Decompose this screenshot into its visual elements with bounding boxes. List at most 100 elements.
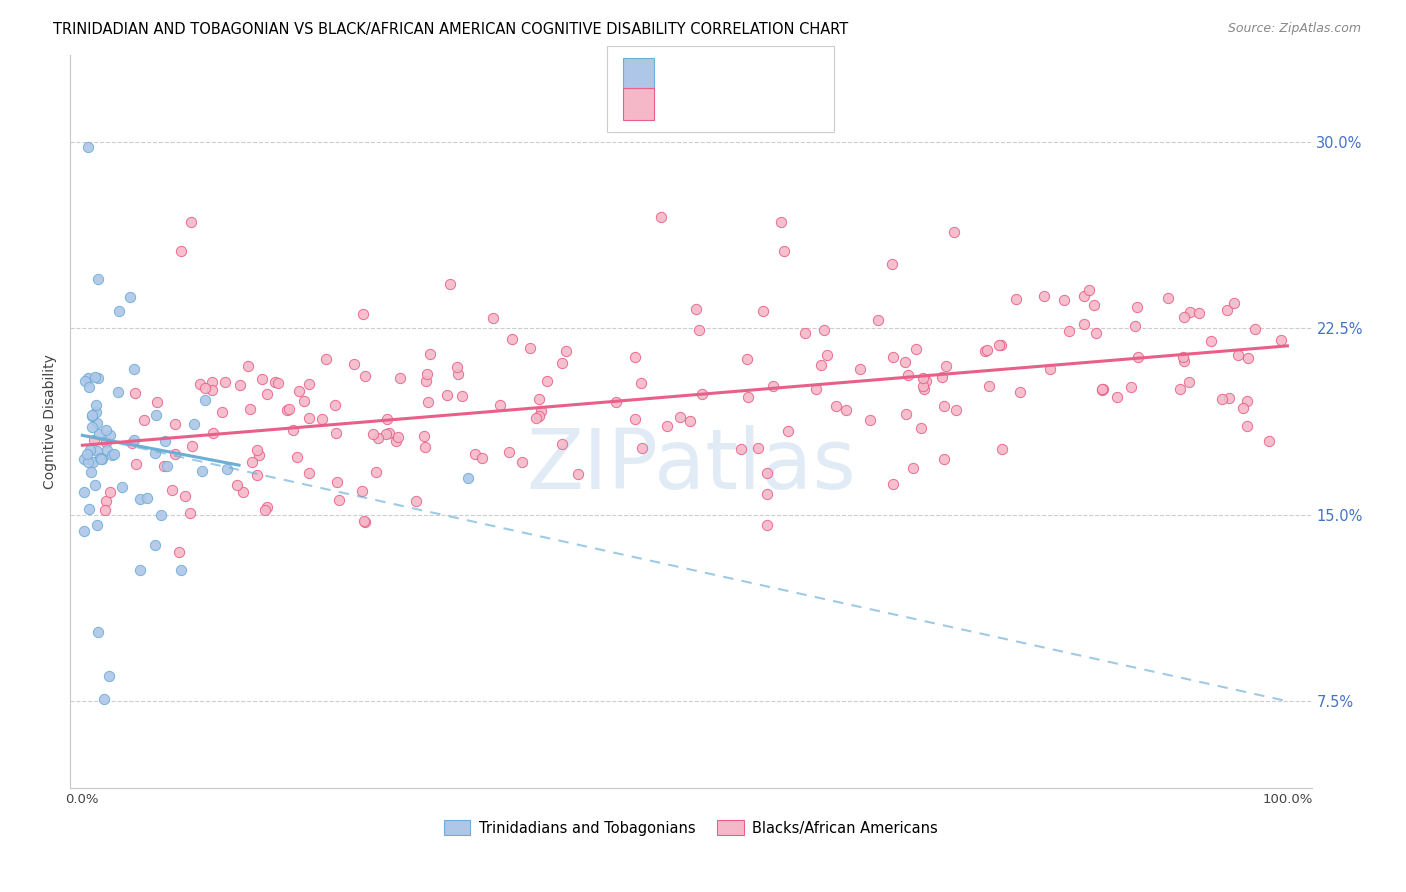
Point bbox=[912, 382, 935, 396]
Point bbox=[1092, 382, 1115, 396]
Point bbox=[679, 414, 702, 428]
Point bbox=[250, 372, 273, 386]
Point bbox=[519, 341, 541, 355]
Point bbox=[84, 369, 107, 384]
Point bbox=[1157, 291, 1180, 305]
Point bbox=[79, 465, 101, 479]
Point bbox=[755, 466, 778, 480]
Point bbox=[201, 426, 224, 441]
Point bbox=[173, 489, 195, 503]
Text: N =: N = bbox=[759, 65, 796, 83]
Point bbox=[464, 447, 486, 461]
Text: 58: 58 bbox=[793, 65, 815, 83]
Point bbox=[1053, 293, 1076, 307]
Point bbox=[98, 427, 121, 442]
Point bbox=[527, 409, 550, 424]
Point bbox=[1005, 292, 1028, 306]
Point bbox=[1223, 295, 1246, 310]
Point bbox=[897, 368, 920, 382]
Point bbox=[555, 343, 578, 358]
Point bbox=[810, 358, 832, 372]
Point bbox=[630, 441, 652, 455]
Point bbox=[498, 444, 520, 458]
Point bbox=[1236, 394, 1258, 409]
Point bbox=[1218, 391, 1240, 405]
Point bbox=[89, 427, 111, 442]
Point bbox=[247, 448, 270, 462]
Point bbox=[866, 313, 889, 327]
Point bbox=[1215, 303, 1237, 318]
Point bbox=[756, 518, 779, 533]
Point bbox=[201, 383, 224, 397]
Point bbox=[901, 460, 924, 475]
Point bbox=[389, 371, 412, 385]
Point bbox=[180, 214, 202, 228]
Point bbox=[1243, 322, 1265, 336]
Point bbox=[1091, 382, 1114, 396]
Point bbox=[894, 407, 917, 421]
Point bbox=[1091, 384, 1114, 398]
Point bbox=[655, 419, 678, 434]
Point bbox=[439, 277, 461, 292]
Point bbox=[143, 538, 166, 552]
Point bbox=[624, 412, 647, 426]
Point bbox=[80, 409, 103, 423]
Point bbox=[551, 437, 574, 451]
Point bbox=[804, 382, 827, 396]
Text: Source: ZipAtlas.com: Source: ZipAtlas.com bbox=[1227, 22, 1361, 36]
Point bbox=[690, 387, 713, 401]
Point bbox=[101, 448, 124, 462]
Point bbox=[239, 402, 262, 417]
Point bbox=[1073, 289, 1095, 303]
Point bbox=[146, 395, 169, 409]
Legend: Trinidadians and Tobagonians, Blacks/African Americans: Trinidadians and Tobagonians, Blacks/Afr… bbox=[444, 821, 938, 836]
Point bbox=[77, 371, 100, 385]
Point bbox=[366, 465, 388, 479]
Point bbox=[935, 359, 957, 374]
Point bbox=[605, 395, 627, 409]
Point bbox=[238, 359, 260, 374]
Point bbox=[510, 455, 533, 469]
Point bbox=[1270, 333, 1292, 347]
Point bbox=[311, 411, 333, 425]
Point bbox=[737, 390, 759, 404]
Point bbox=[416, 395, 439, 409]
Point bbox=[415, 374, 437, 388]
Point bbox=[932, 452, 955, 467]
Point bbox=[943, 225, 966, 239]
Point bbox=[914, 375, 936, 389]
Point bbox=[76, 447, 98, 461]
Point bbox=[97, 669, 120, 683]
Point bbox=[90, 451, 112, 466]
Point bbox=[630, 376, 652, 391]
Point bbox=[911, 370, 934, 384]
Point bbox=[82, 409, 104, 423]
Point bbox=[377, 412, 399, 426]
Text: 0.416: 0.416 bbox=[703, 95, 755, 113]
Point bbox=[194, 393, 217, 408]
Point bbox=[1126, 300, 1149, 314]
Point bbox=[1105, 391, 1128, 405]
Point bbox=[86, 416, 108, 430]
Point bbox=[315, 352, 337, 367]
Point bbox=[278, 401, 301, 416]
Point bbox=[529, 392, 551, 406]
Point bbox=[343, 357, 366, 371]
Point bbox=[79, 442, 101, 457]
Point bbox=[1236, 419, 1258, 434]
Point bbox=[405, 494, 427, 508]
Point bbox=[436, 388, 458, 402]
Point bbox=[266, 376, 288, 391]
Point bbox=[375, 427, 398, 442]
Point bbox=[624, 350, 647, 364]
Point bbox=[170, 244, 193, 259]
Point bbox=[325, 426, 347, 441]
Point bbox=[89, 450, 111, 465]
Point bbox=[1057, 324, 1080, 338]
Point bbox=[1227, 348, 1250, 362]
Point bbox=[668, 410, 690, 425]
Point bbox=[536, 374, 558, 388]
Point bbox=[82, 419, 104, 434]
Point bbox=[98, 485, 121, 500]
Point bbox=[121, 435, 143, 450]
